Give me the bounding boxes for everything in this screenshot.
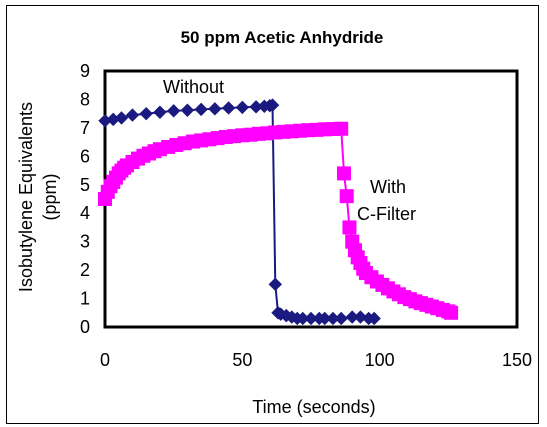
y-tick-label: 8 [80, 89, 90, 109]
data-point [139, 106, 153, 121]
data-point [180, 103, 195, 117]
series-layer [98, 98, 459, 326]
data-point [353, 310, 368, 324]
data-point [208, 102, 222, 116]
data-point [268, 277, 283, 292]
y-tick-label: 0 [80, 317, 90, 337]
data-point [444, 305, 459, 320]
y-axis-label-line1: Isobutylene Equivalents [16, 102, 36, 292]
y-axis-label: Isobutylene Equivalents (ppm) [16, 102, 60, 292]
x-tick-label: 50 [232, 350, 252, 370]
data-point [367, 311, 381, 326]
x-tick-label: 150 [502, 350, 532, 370]
annotation-without: Without [163, 77, 224, 97]
y-axis-label-line2: (ppm) [40, 173, 60, 220]
annotation-with: With [370, 177, 406, 197]
x-tick-label: 0 [100, 350, 110, 370]
data-point [221, 101, 236, 115]
plot-area [103, 69, 519, 329]
data-point [339, 189, 354, 204]
data-point [194, 102, 208, 117]
data-point [114, 111, 129, 125]
x-tick-label: 100 [365, 350, 395, 370]
data-point [334, 311, 348, 326]
data-point [153, 105, 167, 119]
data-point [265, 98, 280, 112]
x-axis-label: Time (seconds) [252, 397, 375, 417]
chart-title: 50 ppm Acetic Anhydride [181, 28, 384, 47]
y-tick-label: 7 [80, 118, 90, 138]
chart-frame [6, 5, 539, 424]
series-1 [98, 121, 459, 320]
y-tick-label: 2 [80, 260, 90, 280]
data-point [125, 108, 140, 122]
data-point [334, 121, 349, 136]
data-point [342, 220, 357, 235]
y-tick-label: 6 [80, 146, 90, 166]
annotation-c-filter: C-Filter [357, 204, 416, 224]
y-tick-label: 9 [80, 61, 90, 81]
y-tick-label: 1 [80, 289, 90, 309]
x-tick-labels: 0 50 100 150 [100, 350, 532, 370]
data-point [235, 100, 250, 115]
data-point [336, 166, 351, 181]
y-tick-labels: 0 1 2 3 4 5 6 7 8 9 [80, 61, 90, 337]
series-0 [98, 98, 381, 326]
y-tick-label: 4 [80, 203, 90, 223]
y-tick-label: 3 [80, 232, 90, 252]
data-point [166, 104, 181, 118]
y-tick-label: 5 [80, 175, 90, 195]
